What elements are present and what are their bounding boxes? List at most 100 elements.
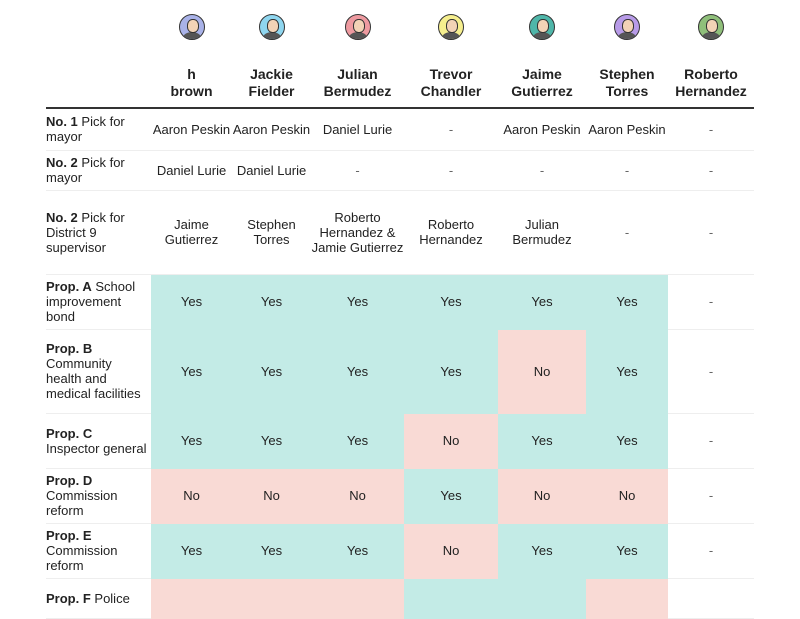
endorsement-cell: - <box>311 150 404 191</box>
candidate-avatar-icon <box>178 14 205 40</box>
cell-value: Yes <box>440 363 462 379</box>
cell-value: Yes <box>180 543 203 558</box>
cell-value: Aaron Peskin <box>152 121 231 137</box>
candidate-avatar-icon <box>614 14 640 40</box>
row-label-bold: Prop. F <box>46 590 91 606</box>
row-label: No. 2 Pick for District 9 supervisor <box>46 190 151 275</box>
endorsement-cell: Daniel Lurie <box>311 108 404 151</box>
row-label-bold: No. 2 <box>46 155 78 170</box>
endorsement-cell: No <box>151 468 232 524</box>
row-label: No. 2 Pick for mayor <box>46 150 151 191</box>
row-label: Prop. B Community health and medical fac… <box>46 329 151 414</box>
endorsement-cell: Daniel Lurie <box>151 150 232 191</box>
endorsement-cell: Yes <box>232 274 311 330</box>
endorsement-cell: Yes <box>311 523 404 579</box>
candidate-avatar-icon <box>438 14 464 40</box>
candidate-last-name: brown <box>170 83 213 99</box>
cell-value: Daniel Lurie <box>156 162 227 178</box>
cell-value: - <box>708 543 714 558</box>
cell-value: - <box>708 121 714 137</box>
cell-value: - <box>448 121 454 137</box>
endorsement-cell: Yes <box>404 274 498 330</box>
candidate-first-name: Jaime <box>522 66 562 82</box>
cell-value: Yes <box>346 363 369 379</box>
row-label-bold: Prop. A <box>46 279 92 294</box>
row-label-bold: Prop. B <box>46 341 93 356</box>
row-label-text: Pick for mayor <box>46 114 125 145</box>
cell-value: Yes <box>260 363 283 379</box>
endorsement-cell: - <box>668 468 754 524</box>
endorsement-cell: Yes <box>586 274 668 330</box>
candidate-first-name: Stephen <box>599 66 655 82</box>
candidate-avatar-icon <box>344 14 371 40</box>
endorsement-cell: Yes <box>404 468 498 524</box>
endorsement-cell: No <box>498 468 586 524</box>
cell-value: - <box>708 224 714 240</box>
endorsement-cell: Yes <box>498 523 586 579</box>
cell-value: Aaron Peskin <box>232 121 311 137</box>
endorsement-cell: - <box>668 150 754 191</box>
cell-value: Yes <box>346 543 369 558</box>
cell-value: No <box>263 488 280 503</box>
candidate-avatar-icon <box>529 14 555 40</box>
row-label-text: Community health and medical facilities <box>46 356 141 401</box>
cell-value: Jaime Gutierrez <box>164 217 219 247</box>
candidate-header: Jaime Gutierrez <box>498 0 586 109</box>
endorsement-cell: - <box>668 274 754 330</box>
cell-value: Aaron Peskin <box>588 121 666 137</box>
endorsement-cell: Yes <box>498 413 586 469</box>
endorsement-cell: Yes <box>498 274 586 330</box>
candidate-last-name: Torres <box>605 83 649 99</box>
cell-value: No <box>442 433 460 448</box>
row-label-text: School improvement bond <box>46 279 136 324</box>
cell-value: Yes <box>616 294 638 309</box>
endorsement-cell: Yes <box>404 329 498 414</box>
cell-value: Yes <box>180 363 203 379</box>
cell-value: Yes <box>180 294 203 309</box>
endorsement-cell: Aaron Peskin <box>586 108 668 151</box>
candidate-last-name: Fielder <box>248 83 295 99</box>
row-label-text: Commission reform <box>46 543 118 573</box>
candidate-last-name: Hernandez <box>675 83 747 99</box>
cell-value: No <box>533 363 551 379</box>
table-row: Prop. F Police <box>46 578 754 619</box>
cell-value: - <box>448 162 454 178</box>
endorsement-cell: Yes <box>586 523 668 579</box>
candidate-first-name: Trevor <box>429 66 473 82</box>
endorsement-cell: - <box>668 108 754 151</box>
cell-value: - <box>355 162 360 178</box>
cell-value: Yes <box>616 433 638 448</box>
table-row: No. 2 Pick for District 9 supervisor Jaim… <box>46 190 754 275</box>
cell-value: Yes <box>260 433 283 448</box>
endorsement-cell: Yes <box>151 274 232 330</box>
candidate-last-name: Bermudez <box>323 83 392 99</box>
endorsement-cell: Jaime Gutierrez <box>151 190 232 275</box>
cell-value: Yes <box>531 294 553 309</box>
candidate-last-name: Gutierrez <box>511 83 573 99</box>
cell-value: Yes <box>260 294 283 309</box>
row-label: Prop. C Inspector general <box>46 413 151 469</box>
cell-value: Yes <box>260 543 283 558</box>
table-row: Prop. C Inspector general Yes Yes Yes No Yes Y… <box>46 413 754 469</box>
cell-value: - <box>708 433 714 448</box>
endorsement-cell <box>151 578 232 619</box>
endorsement-cell: Aaron Peskin <box>498 108 586 151</box>
endorsement-cell: Yes <box>232 413 311 469</box>
cell-value: Aaron Peskin <box>503 121 581 137</box>
row-label: Prop. A School improvement bond <box>46 274 151 330</box>
endorsement-cell <box>311 578 404 619</box>
endorsement-cell: Julian Bermudez <box>498 190 586 275</box>
row-label-bold: Prop. D <box>46 473 93 488</box>
endorsement-cell: Yes <box>232 523 311 579</box>
candidate-header: Julian Bermudez <box>311 0 404 109</box>
cell-value: Roberto Hernandez <box>419 217 483 247</box>
endorsement-cell: Yes <box>311 329 404 414</box>
row-label-bold: No. 1 <box>46 114 78 130</box>
candidate-header: Roberto Hernandez <box>668 0 754 109</box>
table-row: Prop. D Commission reform No No No Yes No No - <box>46 468 754 524</box>
endorsement-cell <box>586 578 668 619</box>
candidate-header: h brown <box>151 0 232 109</box>
endorsement-cell: No <box>498 329 586 414</box>
cell-value: - <box>708 363 714 379</box>
cell-value: Stephen Torres <box>247 217 296 247</box>
